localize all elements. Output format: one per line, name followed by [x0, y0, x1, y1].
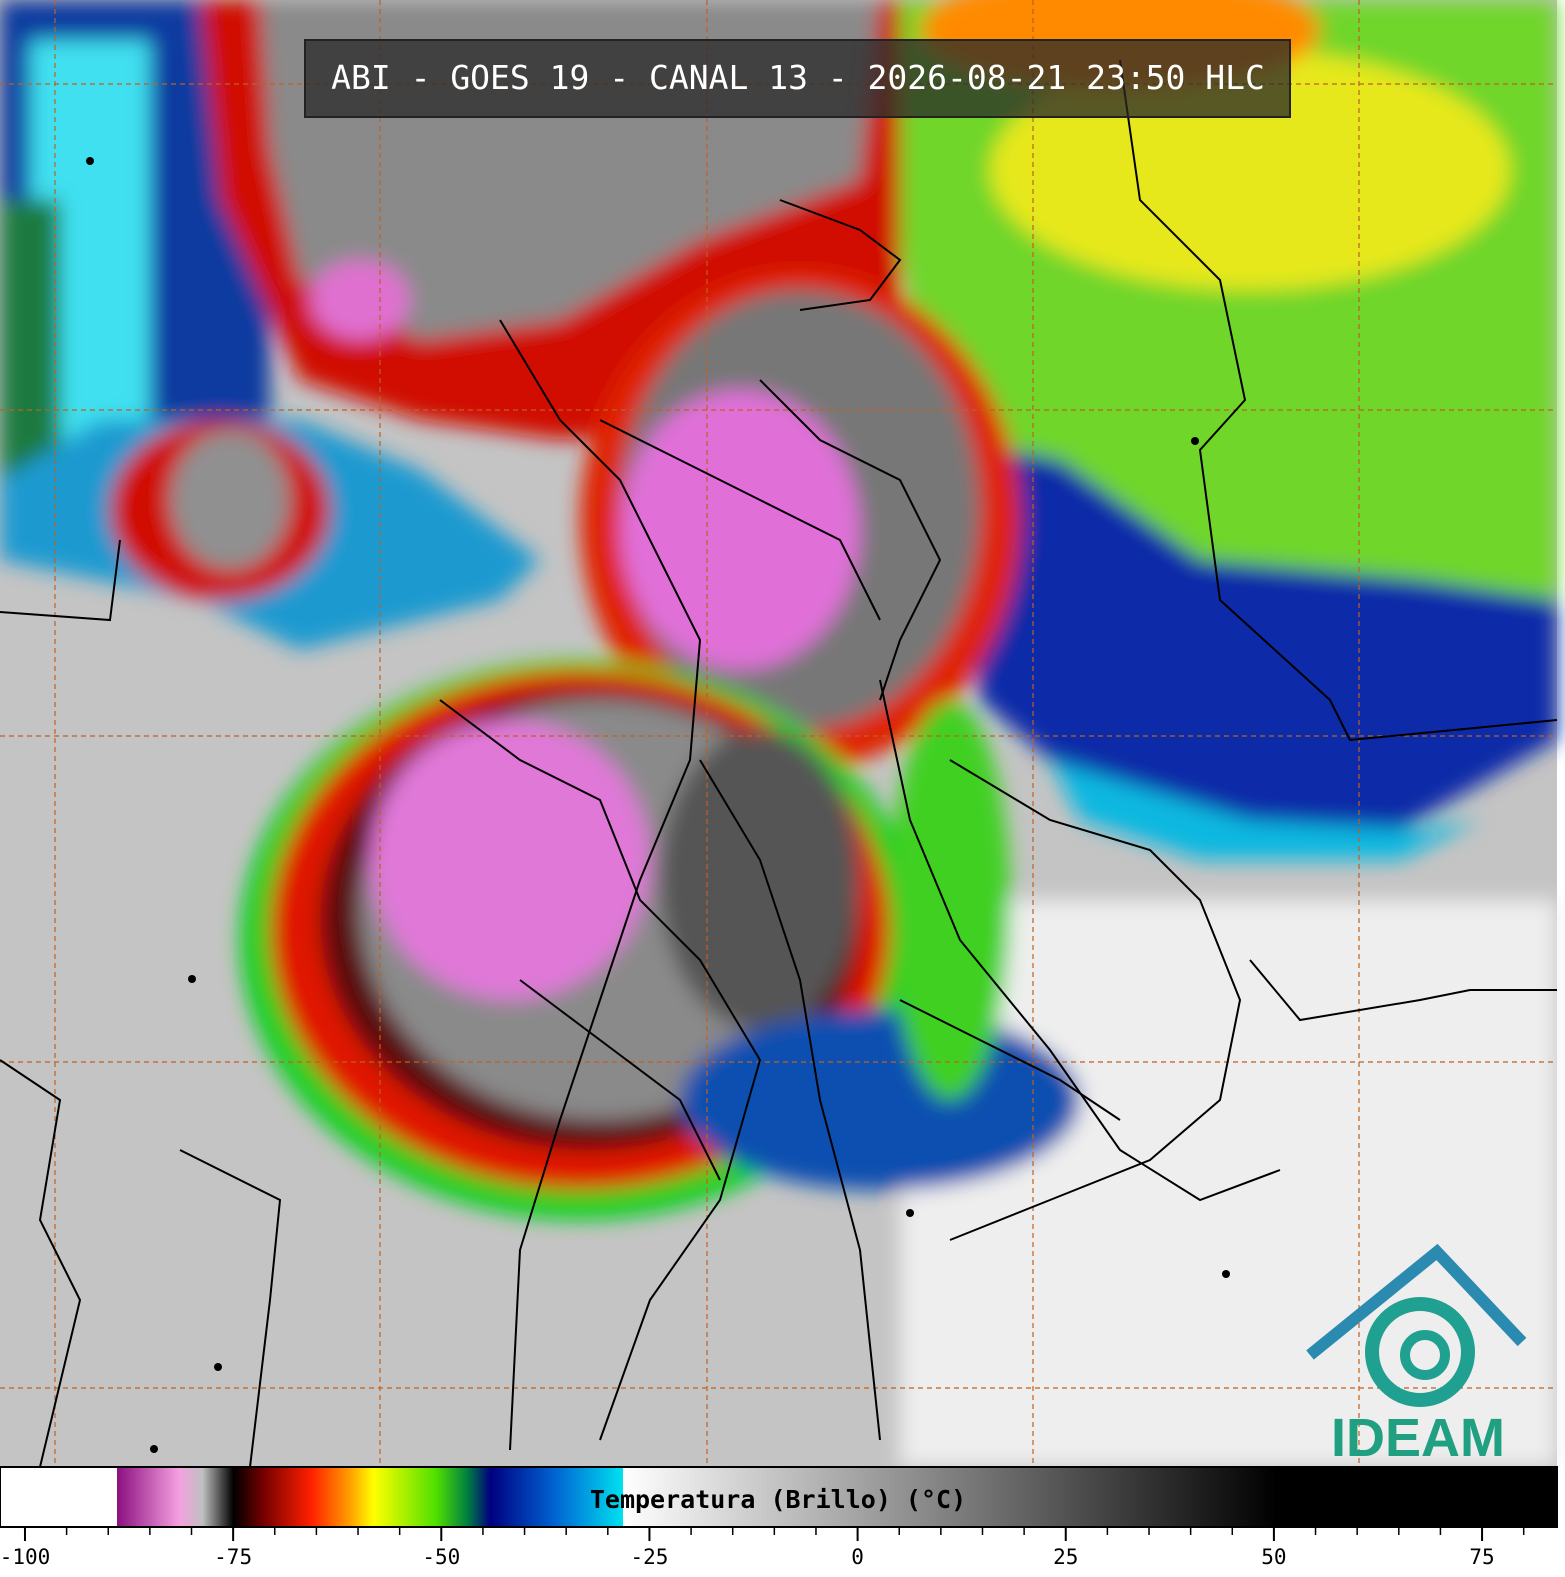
tick-label: 50 — [1261, 1545, 1286, 1569]
logo: IDEAM — [1306, 1243, 1527, 1468]
city-markers — [86, 157, 1230, 1453]
title: ABI - GOES 19 - CANAL 13 - 2026-08-21 23… — [331, 58, 1265, 97]
title-box: ABI - GOES 19 - CANAL 13 - 2026-08-21 23… — [304, 39, 1291, 118]
tick-label: 25 — [1053, 1545, 1078, 1569]
colorbar-axis: -100 -75 -50 -25 0 25 50 75 — [0, 1527, 1525, 1569]
imagery — [0, 0, 1557, 1467]
colorbar-label: Temperatura (Brillo) (°C) — [590, 1485, 966, 1514]
tick-label: -75 — [214, 1545, 252, 1569]
tick-label: -50 — [422, 1545, 460, 1569]
boundaries — [0, 59, 1558, 1468]
tick-label: -25 — [630, 1545, 668, 1569]
logo-text: IDEAM — [1331, 1408, 1505, 1468]
tick-label: 0 — [851, 1545, 864, 1569]
colorbar: Temperatura (Brillo) (°C) — [0, 1466, 1558, 1528]
grid-lines — [0, 0, 1557, 1467]
tick-label: 75 — [1469, 1545, 1494, 1569]
tick-label: -100 — [0, 1545, 50, 1569]
